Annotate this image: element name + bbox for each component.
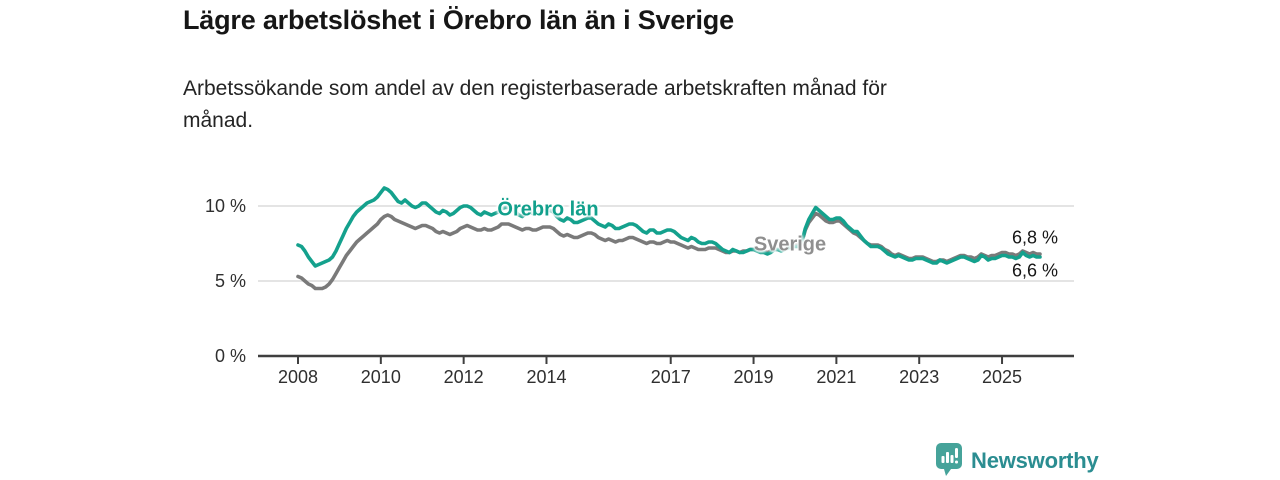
x-axis-tick-label: 2025 xyxy=(982,367,1023,387)
x-axis-tick-label: 2008 xyxy=(277,367,319,387)
series-label: Sverige xyxy=(753,233,827,256)
end-value-label: 6,6 % xyxy=(1012,260,1059,281)
y-axis-tick-label: 5 % xyxy=(214,271,246,291)
y-axis-tick-label: 10 % xyxy=(204,196,246,216)
axis-tick-marks xyxy=(297,357,1004,364)
y-axis-tick-label: 0 % xyxy=(214,346,246,366)
series-label: Örebro län xyxy=(497,198,599,221)
series-line--rebro-l-n xyxy=(296,186,1042,268)
newsworthy-wordmark: Newsworthy xyxy=(971,448,1099,473)
subtitle-line-1: Arbetssökande som andel av den registerb… xyxy=(183,77,887,100)
subtitle-line-2: månad. xyxy=(183,109,254,132)
x-axis-tick-label: 2010 xyxy=(360,367,401,387)
x-axis-tick-label: 2017 xyxy=(650,367,691,387)
x-axis-tick-label: 2023 xyxy=(899,367,940,387)
end-value-label: 6,8 % xyxy=(1012,227,1059,248)
series-line-sverige xyxy=(296,211,1042,291)
gridlines xyxy=(258,205,1074,358)
chart-subtitle: Arbetssökande som andel av den registerb… xyxy=(183,73,1083,137)
page-title: Lägre arbetslöshet i Örebro län än i Sve… xyxy=(183,5,734,35)
x-axis-tick-label: 2012 xyxy=(443,367,484,387)
series-lines xyxy=(296,186,1042,291)
newsworthy-logo: Newsworthy xyxy=(936,443,1099,479)
x-axis-tick-label: 2019 xyxy=(733,367,774,387)
newsworthy-pin-barchart-icon xyxy=(936,443,962,476)
x-axis-tick-label: 2021 xyxy=(816,367,857,387)
x-axis-tick-label: 2014 xyxy=(526,367,567,387)
